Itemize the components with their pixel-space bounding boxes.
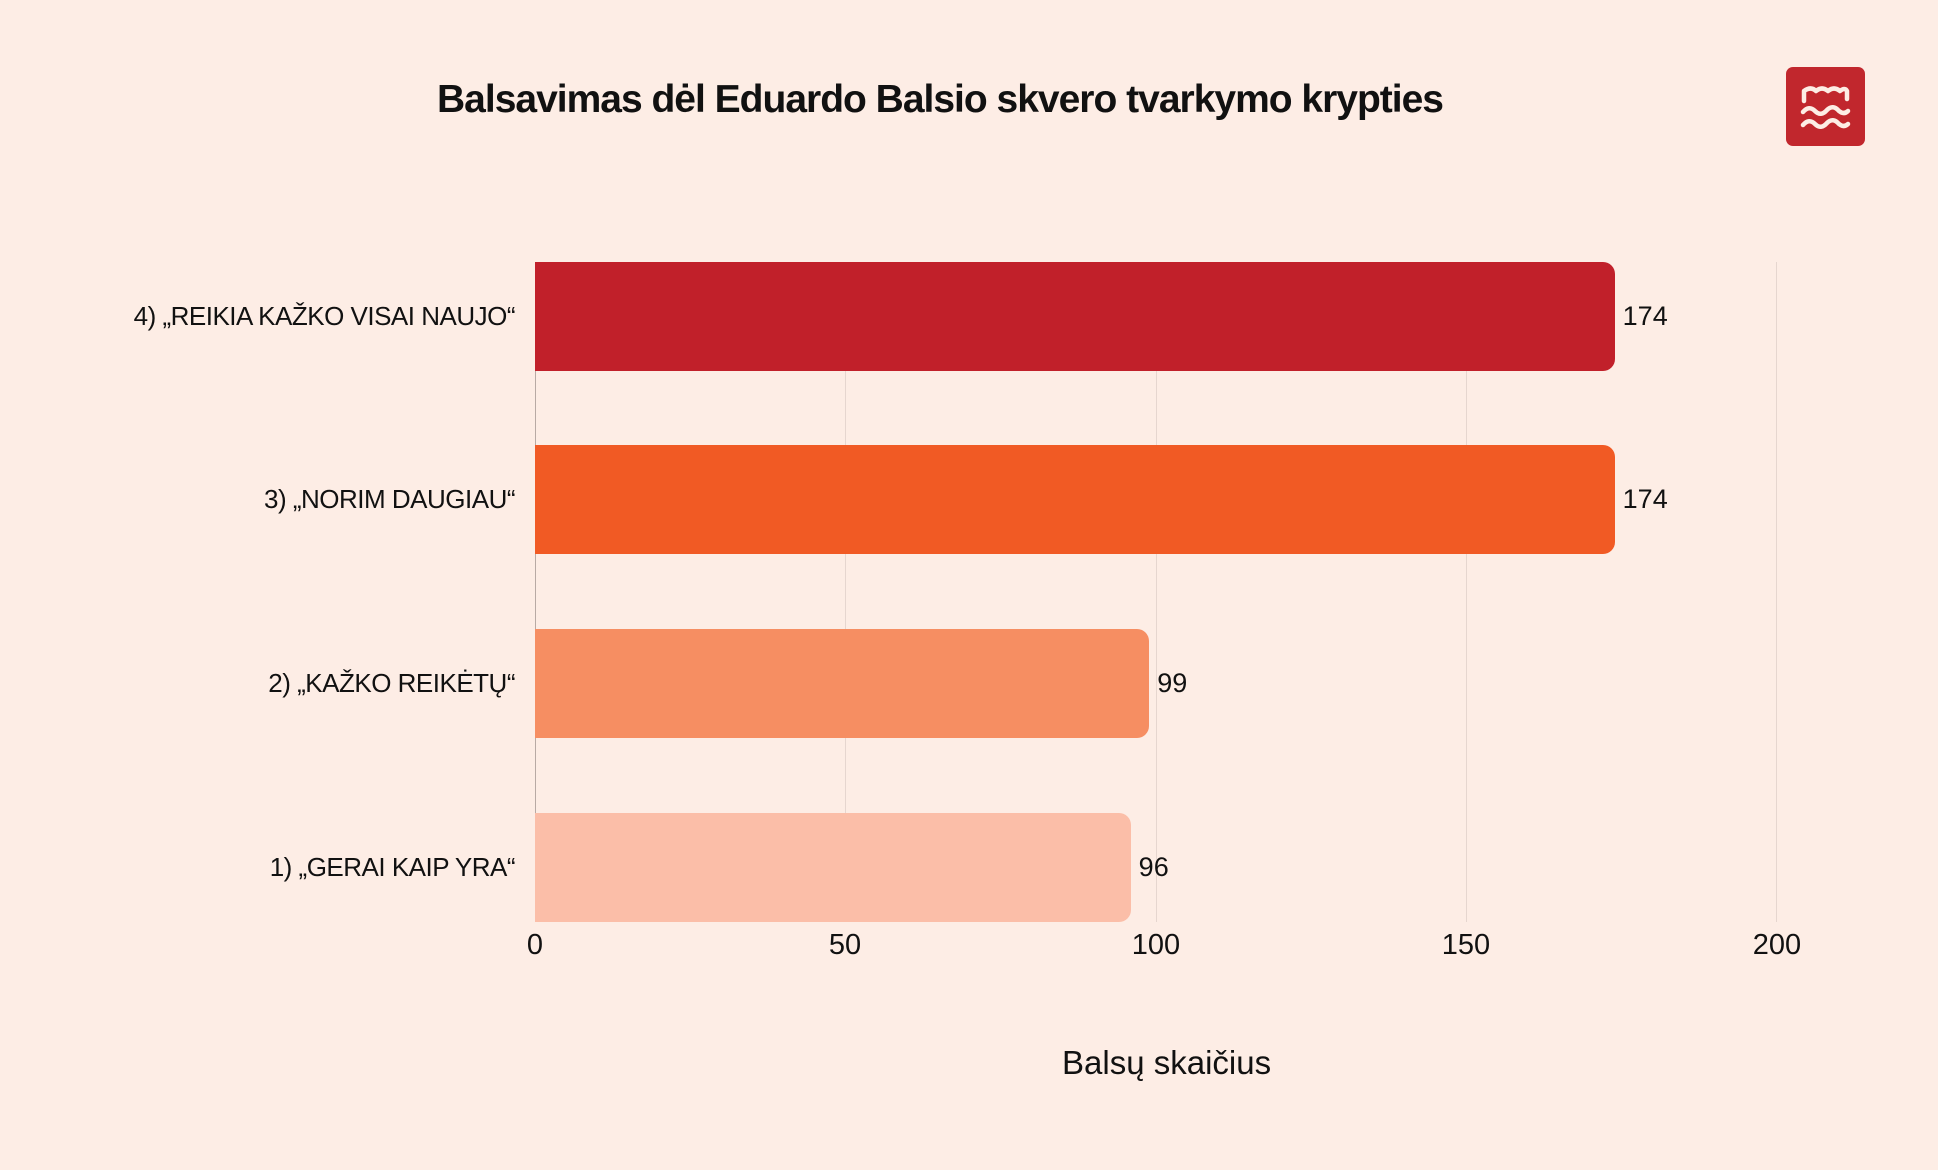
gridline-100: [1156, 262, 1157, 922]
bar-option-1: [535, 813, 1131, 922]
plot-area: 174 174 99 96: [535, 262, 1777, 922]
x-tick: 150: [1441, 929, 1491, 961]
gridline-150: [1466, 262, 1467, 922]
category-label: 1) „GERAI KAIP YRA“: [269, 852, 516, 882]
gridline-50: [845, 262, 846, 922]
value-label: 174: [1622, 301, 1668, 331]
x-tick: 100: [1131, 929, 1181, 961]
gridline-0: [535, 262, 536, 922]
bar-option-2: [535, 629, 1150, 738]
gridline-200: [1776, 262, 1777, 922]
x-tick: 50: [828, 929, 862, 961]
x-axis-label: Balsų skaičius: [1062, 1044, 1272, 1081]
bar-option-3: [535, 445, 1615, 554]
bar-option-4: [535, 262, 1615, 371]
value-label: 96: [1138, 852, 1169, 882]
waves-logo-icon: [1786, 67, 1865, 146]
category-label: 4) „REIKIA KAŽKO VISAI NAUJO“: [133, 301, 516, 331]
value-label: 99: [1157, 668, 1188, 698]
chart-title: Balsavimas dėl Eduardo Balsio skvero tva…: [437, 78, 1444, 121]
category-label: 3) „NORIM DAUGIAU“: [264, 484, 516, 514]
category-label: 2) „KAŽKO REIKĖTŲ“: [268, 668, 515, 698]
x-tick: 0: [526, 929, 544, 961]
x-tick: 200: [1752, 929, 1802, 961]
value-label: 174: [1622, 484, 1668, 514]
